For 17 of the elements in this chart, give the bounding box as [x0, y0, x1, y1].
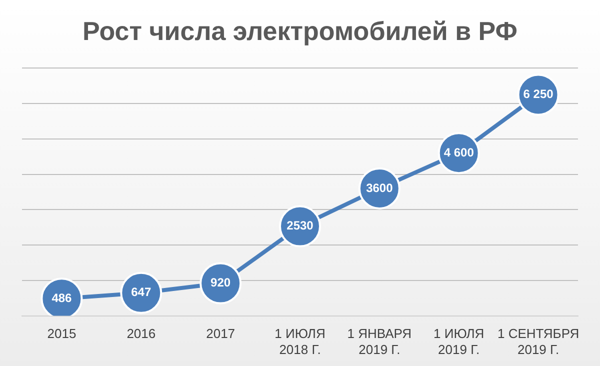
data-label: 4 600	[444, 145, 474, 160]
x-tick-label: 2016	[126, 326, 156, 342]
chart-title: Рост числа электромобилей в РФ	[82, 16, 518, 46]
x-tick-label: 1 ЯНВАРЯ 2019 Г.	[347, 326, 412, 357]
x-tick-label: 1 ИЮЛЯ 2018 Г.	[274, 326, 326, 357]
data-label: 920	[210, 276, 231, 290]
x-tick-label: 2015	[47, 326, 76, 342]
data-label: 2530	[286, 218, 314, 233]
x-tick-label: 1 ИЮЛЯ 2019 Г.	[434, 326, 484, 357]
data-label: 6 250	[523, 87, 554, 102]
point	[200, 262, 242, 304]
data-label: 647	[131, 285, 152, 300]
data-label: 3600	[366, 180, 394, 195]
x-tick-label: 2017	[206, 326, 236, 342]
x-tick-label: 1 СЕНТЯБРЯ 2019 Г.	[497, 326, 580, 357]
point	[120, 272, 162, 314]
data-label: 486	[52, 290, 72, 305]
